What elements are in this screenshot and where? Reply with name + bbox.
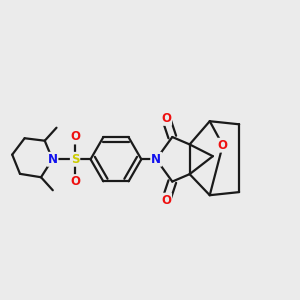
Text: O: O [161, 112, 171, 125]
Text: S: S [71, 153, 79, 166]
Text: N: N [47, 153, 58, 166]
Text: O: O [161, 194, 171, 207]
Text: O: O [70, 175, 80, 188]
Text: O: O [218, 139, 228, 152]
Text: N: N [151, 153, 161, 166]
Text: O: O [70, 130, 80, 143]
